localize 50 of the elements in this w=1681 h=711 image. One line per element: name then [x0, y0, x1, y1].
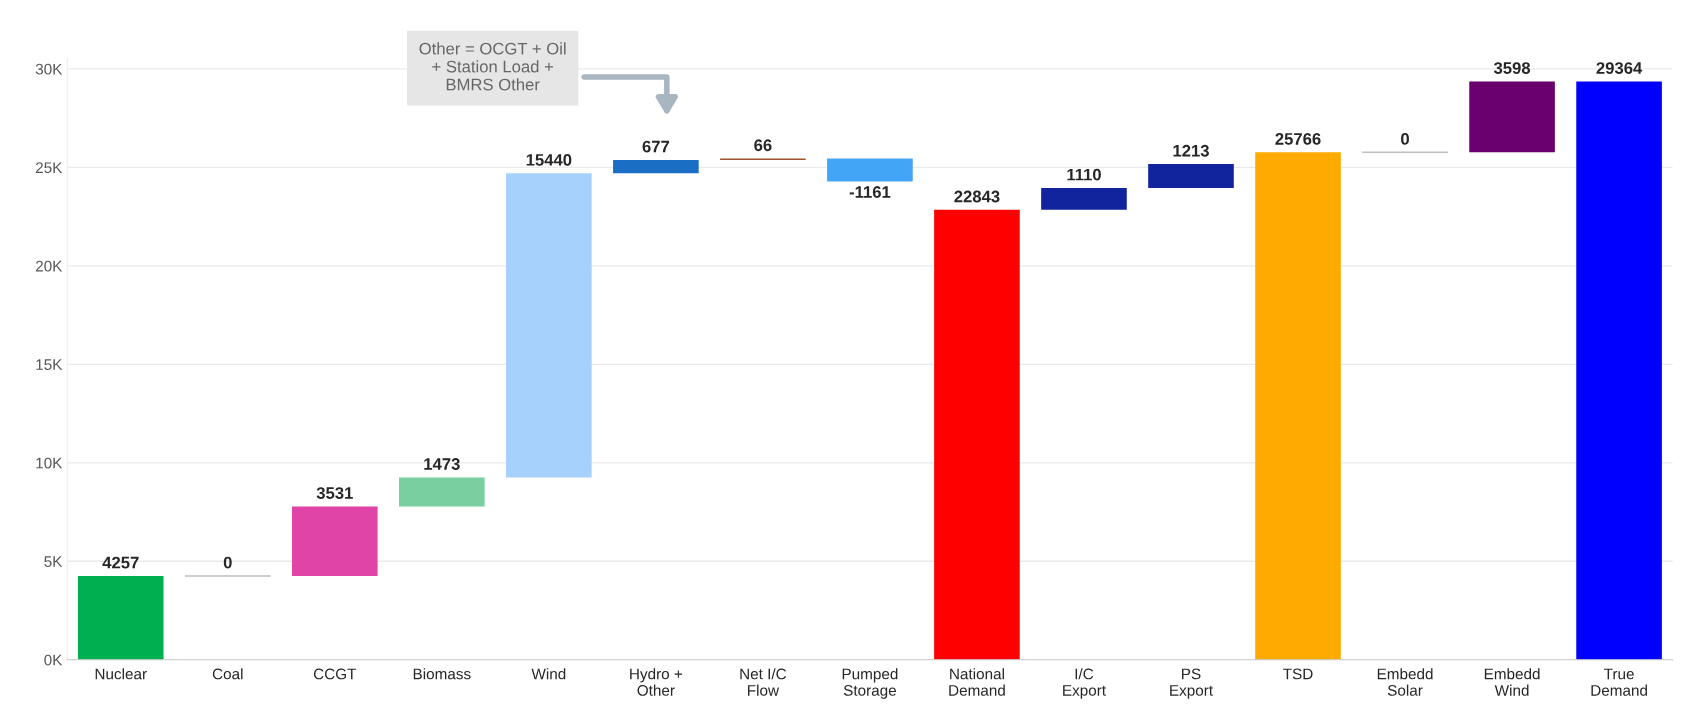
- bar: [1255, 152, 1341, 660]
- data-label: 0: [223, 556, 232, 569]
- data-label: 3531: [316, 487, 353, 499]
- x-tick-label: Wind: [531, 668, 566, 680]
- x-tick-label: True Demand: [1591, 668, 1647, 696]
- data-label: 66: [754, 139, 772, 152]
- y-tick-label: 20K: [35, 260, 63, 272]
- x-tick-label: Biomass: [413, 668, 471, 680]
- bar: [1041, 187, 1127, 210]
- data-label: 25766: [1275, 133, 1321, 145]
- data-label: 15440: [526, 153, 572, 166]
- data-label: -1161: [849, 186, 891, 198]
- data-label: 0: [1401, 133, 1409, 145]
- x-tick-label: CCGT: [313, 668, 357, 680]
- y-tick-label: 0K: [44, 654, 63, 666]
- x-tick-label: TSD: [1283, 668, 1313, 680]
- annotation: Other = OCGT + Oil + Station Load + BMRS Other: [419, 42, 566, 91]
- bar: [506, 173, 592, 478]
- y-tick-label: 30K: [35, 63, 63, 75]
- x-tick-label: Hydro + Other: [630, 668, 683, 696]
- data-label: 4257: [102, 556, 139, 569]
- x-tick-label: Pumped Storage: [842, 668, 898, 699]
- x-tick-label: Coal: [212, 668, 243, 680]
- x-tick-label: Embedd Solar: [1377, 668, 1433, 696]
- y-tick-label: 10K: [36, 457, 63, 469]
- data-label: 3598: [1493, 62, 1531, 74]
- bar: [934, 209, 1020, 660]
- bar: [291, 506, 378, 576]
- y-tick-label: 25K: [35, 162, 63, 174]
- data-label: 1473: [424, 458, 460, 470]
- x-tick-label: Net I/C Flow: [740, 668, 787, 696]
- x-tick-label: I/C Export: [1063, 668, 1106, 699]
- x-tick-label: PS Export: [1170, 668, 1213, 699]
- bar: [399, 477, 485, 507]
- data-label: 1213: [1173, 144, 1209, 157]
- data-label: 22843: [954, 190, 1000, 203]
- bar: [827, 158, 913, 182]
- bar: [1576, 81, 1662, 660]
- x-tick-label: Embedd Wind: [1484, 668, 1540, 696]
- x-tick-label: National Demand: [949, 668, 1005, 696]
- bar: [77, 575, 164, 660]
- bar: [1148, 164, 1234, 188]
- x-tick-label: Nuclear: [95, 668, 147, 680]
- bar: [1469, 81, 1555, 153]
- data-label: 29364: [1596, 62, 1643, 74]
- y-tick-label: 5K: [44, 556, 63, 567]
- data-label: 1110: [1067, 168, 1101, 181]
- bar: [613, 159, 699, 174]
- data-label: 677: [642, 140, 670, 153]
- y-tick-label: 15K: [36, 359, 63, 371]
